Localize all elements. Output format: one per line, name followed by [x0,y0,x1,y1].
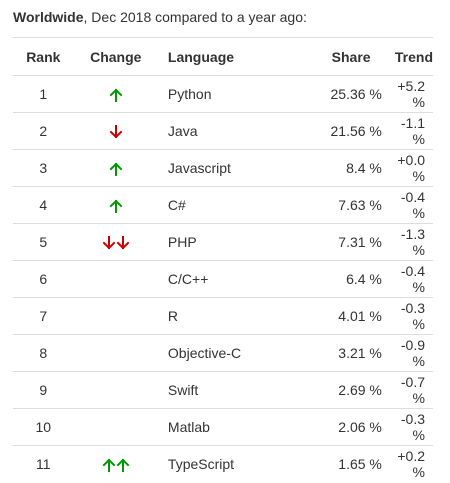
share-cell: 21.56 % [283,112,395,150]
share-cell: 25.36 % [283,75,395,113]
header-trend: Trend [394,37,433,76]
rank-cell: 9 [13,371,74,409]
language-cell: Javascript [157,149,284,187]
share-cell: 3.21 % [283,334,395,372]
header-row: Rank Change Language Share Trend [13,37,433,76]
language-cell: TypeScript [157,445,284,483]
table-row: 2 Java 21.56 % -1.1 % [13,112,433,150]
change-cell [73,445,158,483]
trend-cell: -0.3 % [394,297,433,335]
trend-cell: +0.0 % [394,149,433,187]
caption-text: , Dec 2018 compared to a year ago: [83,9,307,25]
share-cell: 7.31 % [283,223,395,261]
trend-cell: -0.7 % [394,371,433,409]
header-change: Change [73,37,158,76]
language-cell: C/C++ [157,260,284,298]
caption: Worldwide, Dec 2018 compared to a year a… [13,9,307,25]
share-cell: 6.4 % [283,260,395,298]
header-language: Language [157,37,284,76]
rank-cell: 8 [13,334,74,372]
change-arrows [109,198,123,214]
change-cell [73,334,158,372]
arrow-down-icon [102,235,116,250]
trend-cell: +5.2 % [394,75,433,113]
share-cell: 8.4 % [283,149,395,187]
arrow-up-icon [102,458,116,472]
change-cell [73,149,158,187]
rank-cell: 7 [13,297,74,335]
trend-cell: -0.4 % [394,260,433,298]
arrow-up-icon [109,88,123,102]
trend-cell: -0.3 % [394,408,433,446]
share-cell: 1.65 % [283,445,395,483]
rank-cell: 3 [13,149,74,187]
share-cell: 2.69 % [283,371,395,409]
rank-cell: 10 [13,408,74,446]
change-cell [73,186,158,224]
table-body: 1 Python 25.36 % +5.2 % 2 Java 21.56 % -1.1 % 3 J… [13,75,433,483]
language-cell: Java [157,112,284,150]
table-row: 11 TypeScript 1.65 % +0.2 % [13,445,433,483]
change-cell [73,223,158,261]
change-cell [73,260,158,298]
trend-cell: +0.2 % [394,445,433,483]
trend-cell: -0.4 % [394,186,433,224]
language-cell: Swift [157,371,284,409]
change-cell [73,371,158,409]
language-cell: PHP [157,223,284,261]
rank-cell: 5 [13,223,74,261]
table-row: 1 Python 25.36 % +5.2 % [13,75,433,113]
table-row: 5 PHP 7.31 % -1.3 % [13,223,433,261]
header-rank: Rank [13,37,74,76]
change-arrows [109,124,123,140]
table-row: 8 Objective-C 3.21 % -0.9 % [13,334,433,372]
rank-cell: 2 [13,112,74,150]
change-arrows [109,87,123,103]
rank-cell: 11 [13,445,74,483]
change-cell [73,297,158,335]
caption-region: Worldwide [13,9,84,25]
arrow-up-icon [109,162,123,176]
table-row: 6 C/C++ 6.4 % -0.4 % [13,260,433,298]
header-share: Share [283,37,395,76]
trend-cell: -1.1 % [394,112,433,150]
language-cell: R [157,297,284,335]
change-arrows [109,161,123,177]
arrow-up-icon [116,458,130,472]
trend-cell: -0.9 % [394,334,433,372]
arrow-down-icon [116,235,130,250]
language-cell: C# [157,186,284,224]
change-arrows [102,457,130,473]
share-cell: 7.63 % [283,186,395,224]
table-row: 9 Swift 2.69 % -0.7 % [13,371,433,409]
language-cell: Python [157,75,284,113]
change-cell [73,75,158,113]
change-cell [73,112,158,150]
table-row: 3 Javascript 8.4 % +0.0 % [13,149,433,187]
rank-cell: 1 [13,75,74,113]
trend-cell: -1.3 % [394,223,433,261]
arrow-up-icon [109,199,123,213]
language-cell: Matlab [157,408,284,446]
rank-cell: 6 [13,260,74,298]
rank-cell: 4 [13,186,74,224]
arrow-down-icon [109,124,123,139]
change-cell [73,408,158,446]
change-arrows [102,235,130,251]
table-row: 4 C# 7.63 % -0.4 % [13,186,433,224]
table-row: 10 Matlab 2.06 % -0.3 % [13,408,433,446]
table-row: 7 R 4.01 % -0.3 % [13,297,433,335]
language-ranking-table: Rank Change Language Share Trend 1 Python… [13,37,433,483]
language-cell: Objective-C [157,334,284,372]
share-cell: 2.06 % [283,408,395,446]
share-cell: 4.01 % [283,297,395,335]
